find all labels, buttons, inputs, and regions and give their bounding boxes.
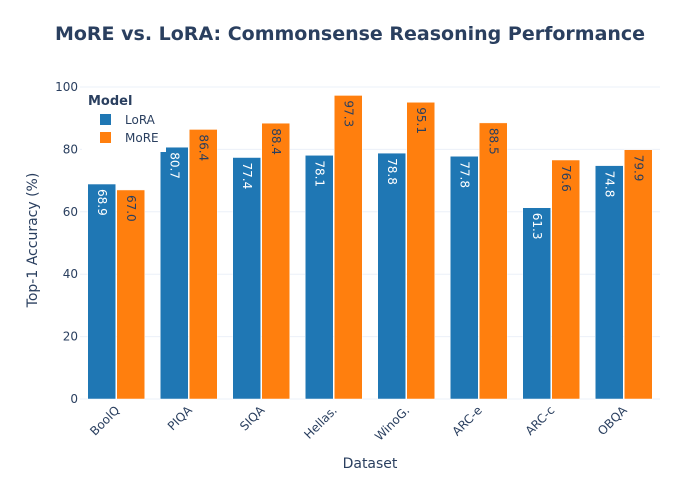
bar-lora-winog <box>377 152 406 400</box>
data-label: 68.9 <box>95 189 109 216</box>
x-tick-label: OBQA <box>595 403 630 438</box>
legend-label-more[interactable]: MoRE <box>125 131 159 145</box>
chart-title: MoRE vs. LoRA: Commonsense Reasoning Per… <box>55 23 645 45</box>
x-tick-label: PIQA <box>165 403 196 434</box>
y-tick-label: 100 <box>55 80 78 94</box>
bars: 68.9 80.7 77.4 78.1 78.8 77.8 61.3 74.8 67.0 86.4… <box>87 95 653 400</box>
x-axis-ticks: BoolQ PIQA SIQA Hellas. WinoG. ARC-e ARC-c OBQA <box>87 403 630 444</box>
data-label: 88.5 <box>486 128 500 155</box>
data-label: 88.4 <box>269 128 283 155</box>
data-label: 74.8 <box>602 171 616 198</box>
x-tick-label: SIQA <box>237 403 268 434</box>
bar-more-arcc <box>551 159 580 400</box>
legend: Model LoRA MoRE <box>82 88 166 152</box>
bar-lora-boolq <box>87 183 116 400</box>
data-label: 79.9 <box>631 155 645 182</box>
x-tick-label: ARC-c <box>523 403 558 438</box>
y-tick-label: 40 <box>63 267 78 281</box>
y-axis-ticks: 0 20 40 60 80 100 <box>55 80 78 406</box>
legend-label-lora[interactable]: LoRA <box>125 113 156 127</box>
bar-more-hellas <box>334 95 363 400</box>
bar-lora-obqa <box>595 165 624 400</box>
bar-lora-piqa <box>160 146 189 400</box>
y-tick-label: 0 <box>70 392 78 406</box>
data-label: 76.6 <box>559 165 573 192</box>
data-label: 78.8 <box>385 158 399 185</box>
x-axis-title: Dataset <box>343 456 398 472</box>
data-label: 80.7 <box>167 152 181 179</box>
bar-more-winog <box>406 102 435 400</box>
data-label: 67.0 <box>124 195 138 222</box>
legend-swatch-more[interactable] <box>100 132 111 143</box>
y-tick-label: 80 <box>63 142 78 156</box>
data-label: 77.4 <box>240 163 254 190</box>
bar-lora-arcc <box>522 207 551 400</box>
data-label: 61.3 <box>530 213 544 240</box>
legend-background <box>82 88 166 152</box>
bar-lora-siqa <box>232 157 261 400</box>
legend-title: Model <box>88 94 132 109</box>
x-tick-label: ARC-e <box>449 403 484 438</box>
bar-more-piqa <box>189 129 218 400</box>
bar-more-obqa <box>624 149 653 400</box>
x-tick-label: WinoG. <box>372 403 412 443</box>
legend-swatch-lora[interactable] <box>100 114 111 125</box>
y-axis-title: Top-1 Accuracy (%) <box>25 173 41 309</box>
data-label: 77.8 <box>457 161 471 188</box>
bar-more-arce <box>479 122 508 400</box>
data-label: 86.4 <box>196 134 210 161</box>
y-tick-label: 60 <box>63 205 78 219</box>
bar-lora-arce <box>450 156 479 400</box>
data-label: 95.1 <box>414 107 428 134</box>
x-tick-label: Hellas. <box>301 403 340 442</box>
x-tick-label: BoolQ <box>87 403 122 438</box>
y-tick-label: 20 <box>63 330 78 344</box>
data-label: 78.1 <box>312 160 326 187</box>
bar-more-siqa <box>261 122 290 400</box>
bar-more-boolq <box>116 189 145 400</box>
data-label: 97.3 <box>341 100 355 127</box>
bar-lora-hellas <box>305 155 334 400</box>
